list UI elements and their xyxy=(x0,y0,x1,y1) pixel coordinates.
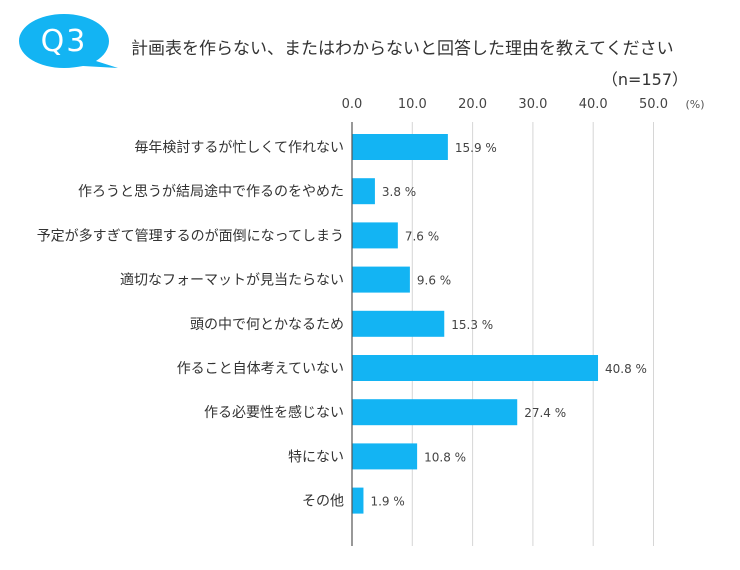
data-label: 27.4 % xyxy=(524,406,566,420)
x-tick-label: 0.0 xyxy=(342,97,363,112)
x-tick-label: 10.0 xyxy=(398,97,427,112)
data-label: 7.6 % xyxy=(405,229,439,243)
bar xyxy=(352,487,364,514)
category-label: 作る必要性を感じない xyxy=(204,404,344,421)
x-tick-label: 30.0 xyxy=(518,97,547,112)
badge-label: Q3 xyxy=(40,23,88,59)
x-tick-label: 50.0 xyxy=(639,97,668,112)
bar xyxy=(352,178,375,205)
category-label: 頭の中で何とかなるため xyxy=(190,317,344,333)
category-label: 作ろうと思うが結局途中で作るのをやめた xyxy=(78,183,344,200)
category-label: 作ること自体考えていない xyxy=(177,361,344,377)
speech-bubble-shape xyxy=(19,14,118,68)
unit-label: (%) xyxy=(686,98,705,111)
bar xyxy=(352,222,398,249)
category-label: 予定が多すぎて管理するのが面倒になってしまう xyxy=(37,227,344,244)
category-label: その他 xyxy=(302,494,344,510)
x-tick-label: 40.0 xyxy=(579,97,608,112)
bar xyxy=(352,399,518,426)
sample-size: （n=157） xyxy=(601,70,688,89)
bar xyxy=(352,266,410,293)
category-label: 特にない xyxy=(288,449,344,465)
bar xyxy=(352,355,599,381)
data-label: 15.3 % xyxy=(451,318,493,332)
bar xyxy=(352,134,448,160)
data-label: 40.8 % xyxy=(605,362,647,376)
data-label: 9.6 % xyxy=(417,274,451,288)
data-label: 3.8 % xyxy=(382,185,416,199)
data-label: 10.8 % xyxy=(424,450,466,464)
bar xyxy=(352,443,418,470)
question-title: 計画表を作らない、またはわからないと回答した理由を教えてください xyxy=(131,39,674,59)
category-label: 毎年検討するが忙しくて作れない xyxy=(134,140,344,156)
bar xyxy=(352,310,445,337)
data-label: 1.9 % xyxy=(370,495,404,509)
data-label: 15.9 % xyxy=(455,141,497,155)
x-tick-label: 20.0 xyxy=(458,97,487,112)
question-badge: Q3 xyxy=(17,12,119,70)
category-label: 適切なフォーマットが見当たらない xyxy=(120,272,344,289)
